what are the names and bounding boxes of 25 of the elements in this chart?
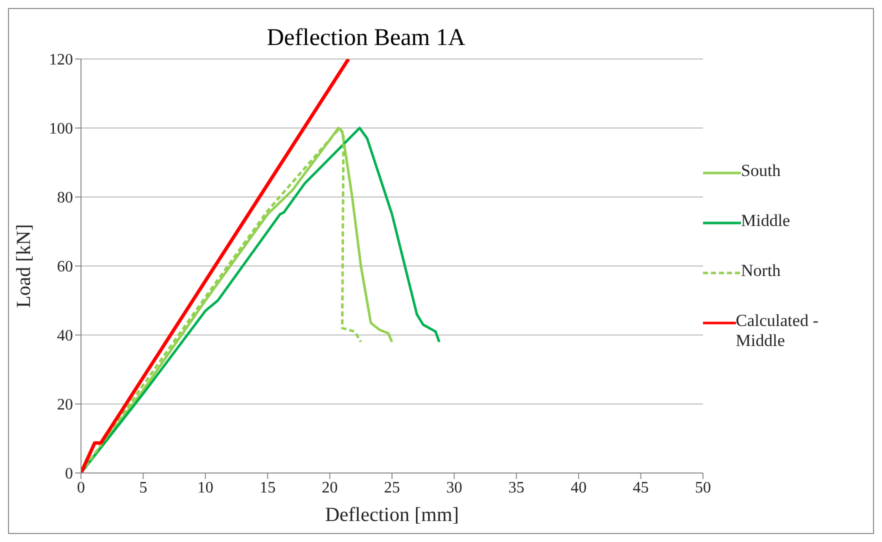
x-tick-label: 25 (384, 479, 400, 496)
x-tick-label: 50 (695, 479, 711, 496)
x-tick-label: 20 (322, 479, 338, 496)
x-tick-label: 0 (77, 479, 85, 496)
y-tick-label: 100 (49, 120, 73, 138)
x-axis-title: Deflection [mm] (325, 504, 459, 526)
chart-title: Deflection Beam 1A (266, 25, 466, 52)
legend-label: South (741, 161, 781, 181)
y-tick-label: 20 (57, 396, 73, 414)
y-tick-label: 80 (57, 190, 73, 207)
x-tick-label: 10 (197, 479, 214, 496)
y-axis-title: Load [kN] (13, 224, 36, 308)
x-tick-label: 45 (632, 479, 649, 496)
x-tick-label: 35 (508, 479, 524, 496)
y-tick-label: 120 (49, 52, 73, 69)
legend-label: Middle (741, 211, 790, 231)
x-tick-label: 15 (260, 479, 276, 496)
y-tick-label: 0 (65, 466, 73, 483)
y-tick-label: 40 (57, 328, 73, 345)
y-tick-label: 60 (57, 258, 73, 276)
x-tick-label: 5 (139, 479, 148, 496)
x-tick-label: 30 (446, 479, 462, 496)
legend-label: Calculated - Middle (736, 311, 820, 351)
x-tick-label: 40 (570, 479, 587, 496)
legend-label: North (741, 261, 781, 281)
